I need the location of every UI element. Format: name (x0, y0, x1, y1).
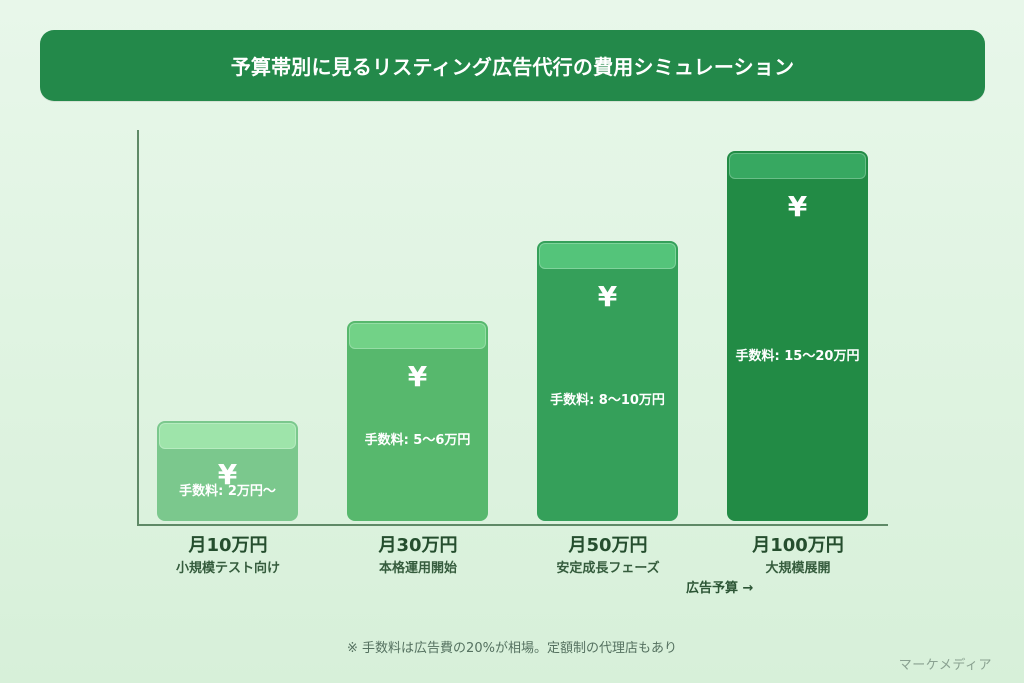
bar-cap-2 (349, 323, 486, 349)
category-label-2: 月30万円 (378, 535, 458, 556)
category-subtitle-2: 本格運用開始 (378, 561, 457, 576)
bar-fee-label-3: 手数料: 8〜10万円 (550, 393, 665, 408)
bar-cap-1 (159, 423, 296, 449)
bar-1: ¥ 手数料: 2万円〜 (157, 421, 298, 521)
bar-3: ¥ 手数料: 8〜10万円 (537, 241, 678, 521)
category-label-1: 月10万円 (188, 535, 268, 556)
bar-cap-3 (539, 243, 676, 269)
bar-2: ¥ 手数料: 5〜6万円 (347, 321, 488, 521)
yen-icon: ¥ (217, 458, 238, 491)
bar-cap-4 (729, 153, 866, 179)
category-subtitle-1: 小規模テスト向け (175, 561, 280, 576)
yen-icon: ¥ (597, 280, 618, 313)
bar-4: ¥ 手数料: 15〜20万円 (727, 151, 868, 521)
yen-icon: ¥ (407, 360, 428, 393)
bar-fee-label-1: 手数料: 2万円〜 (179, 484, 276, 499)
y-axis-line (137, 130, 139, 525)
title-banner: 予算帯別に見るリスティング広告代行の費用シミュレーション (40, 30, 985, 101)
category-label-3: 月50万円 (568, 535, 648, 556)
x-axis-label: 広告予算 → (686, 581, 754, 596)
bar-fee-label-4: 手数料: 15〜20万円 (735, 349, 860, 364)
bar-fee-label-2: 手数料: 5〜6万円 (364, 433, 471, 448)
category-subtitle-3: 安定成長フェーズ (556, 561, 660, 576)
yen-icon: ¥ (787, 190, 808, 223)
category-subtitle-4: 大規模展開 (765, 561, 831, 576)
brand-label: マーケメディア (898, 658, 992, 673)
x-axis-line (137, 524, 888, 526)
footnote: ※ 手数料は広告費の20%が相場。定額制の代理店もあり (347, 641, 677, 656)
chart-title: 予算帯別に見るリスティング広告代行の費用シミュレーション (230, 55, 795, 79)
category-label-4: 月100万円 (752, 535, 844, 556)
